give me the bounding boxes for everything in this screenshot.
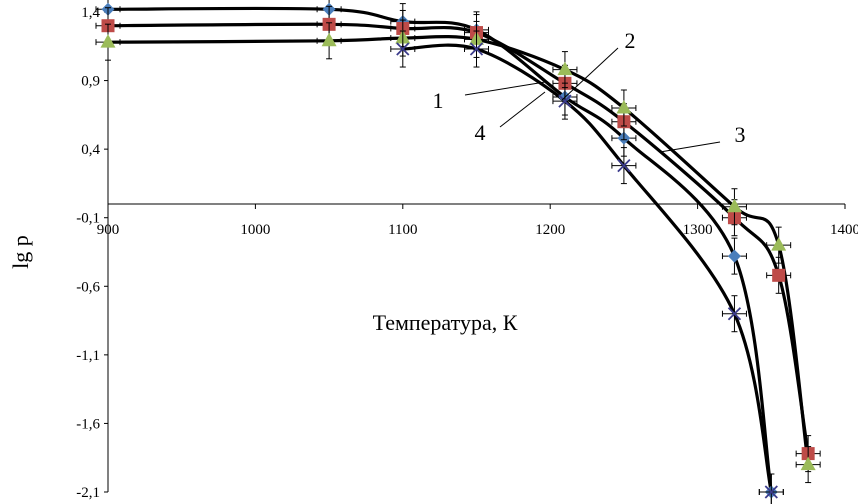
y-axis-title: lg p	[8, 235, 33, 269]
y-tick-label: 0,4	[81, 142, 100, 158]
x-tick-label: 900	[97, 222, 120, 238]
series-4-point	[611, 147, 637, 185]
y-tick-label: -0,1	[76, 211, 100, 227]
series-3-point	[552, 51, 578, 89]
x-tick-label: 1300	[683, 222, 713, 238]
series-3-point	[95, 23, 121, 61]
x-tick-label: 1400	[830, 222, 858, 238]
series-3-leader	[659, 141, 721, 153]
series-1-point	[721, 237, 747, 275]
series-4-point	[390, 30, 416, 68]
series-markers	[95, 0, 821, 504]
series-1-leader	[464, 81, 546, 96]
series-3-label: 3	[735, 122, 746, 147]
series-labels: 1 2 3 4	[433, 28, 746, 153]
series-3-point	[721, 188, 747, 226]
series-3-point	[795, 446, 821, 484]
series-4-label: 4	[475, 120, 486, 145]
series-3-point	[611, 89, 637, 127]
y-tick-label: -0,6	[76, 279, 100, 295]
y-tick-label: -2,1	[76, 485, 100, 501]
series-1-curve	[106, 6, 773, 494]
y-tick-label: -1,1	[76, 348, 100, 364]
x-ticks: 900 1000 1100 1200 1300 1400	[97, 204, 858, 238]
x-axis-title: Температура, К	[373, 310, 518, 335]
y-tick-label: 0,9	[81, 74, 100, 90]
series-1-label: 1	[433, 88, 444, 113]
series-4-leader	[499, 91, 546, 128]
series-curves	[106, 6, 810, 494]
y-tick-label: -1,6	[76, 416, 100, 432]
series-2-curve	[106, 22, 810, 456]
x-tick-label: 1200	[535, 222, 565, 238]
series-3-point	[316, 22, 342, 60]
y-ticks: 1,4 0,9 0,4 -0,1 -0,6 -1,1 -1,6 -2,1	[76, 5, 108, 501]
series-4-point	[721, 295, 747, 333]
x-tick-label: 1000	[240, 222, 270, 238]
series-2-leader	[561, 47, 619, 101]
series-4-point	[552, 82, 578, 120]
series-4-point	[464, 30, 489, 68]
series-2-label: 2	[625, 28, 636, 53]
series-3-point	[766, 226, 792, 264]
y-tick-label: 1,4	[81, 5, 100, 21]
series-4-point	[758, 473, 784, 504]
series-3-curve	[106, 35, 810, 467]
x-tick-label: 1100	[388, 222, 417, 238]
